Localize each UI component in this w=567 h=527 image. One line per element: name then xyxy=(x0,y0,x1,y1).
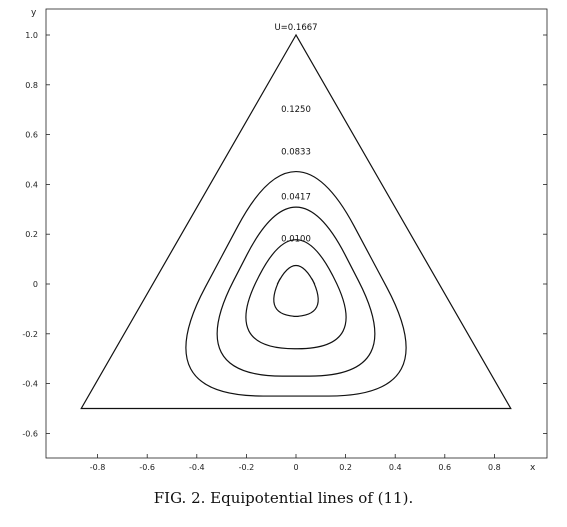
contour-value-label: 0.0833 xyxy=(281,148,311,158)
equipotential-line xyxy=(216,206,376,377)
contour-value-label: U=0.1667 xyxy=(274,23,317,33)
y-tick-label: -0.2 xyxy=(22,330,38,339)
contour-value-label: 0.0100 xyxy=(281,235,311,245)
x-tick-label: 0.6 xyxy=(438,463,451,472)
equipotential-chart: -0.8 -0.6 -0.4 -0.2 0 0.2 0.4 0.6 0.8 1.0 0.8 0.6 0.… xyxy=(22,8,548,473)
y-axis-label: y xyxy=(31,8,37,18)
contour-value-label: 0.1250 xyxy=(281,105,311,115)
x-tick-label: 0.8 xyxy=(488,463,501,472)
x-tick-label: 0.2 xyxy=(339,463,352,472)
y-tick-label: -0.6 xyxy=(22,429,38,438)
plot-frame xyxy=(45,8,548,459)
y-tick-label: 0.2 xyxy=(25,230,38,239)
equipotential-line xyxy=(273,265,319,317)
x-axis-label: x xyxy=(530,463,536,473)
x-tick-label: -0.8 xyxy=(90,463,106,472)
y-tick-label: 1.0 xyxy=(25,31,38,40)
y-tick-label: -0.4 xyxy=(22,380,38,389)
equipotential-line xyxy=(245,239,347,350)
x-tick-label: -0.6 xyxy=(139,463,155,472)
x-tick-label: -0.2 xyxy=(239,463,255,472)
y-tick-label: 0.8 xyxy=(25,81,38,90)
x-tick-label: -0.4 xyxy=(189,463,205,472)
contour-value-label: 0.0417 xyxy=(281,192,311,202)
x-tick-label: 0 xyxy=(293,463,298,472)
y-tick-label: 0.6 xyxy=(25,131,38,140)
equipotential-line xyxy=(185,171,407,397)
equipotential-line xyxy=(80,33,512,410)
x-tick-label: 0.4 xyxy=(389,463,402,472)
figure-caption: FIG. 2. Equipotential lines of (11). xyxy=(153,489,414,507)
y-tick-label: 0 xyxy=(33,280,38,289)
y-tick-label: 0.4 xyxy=(25,180,38,189)
